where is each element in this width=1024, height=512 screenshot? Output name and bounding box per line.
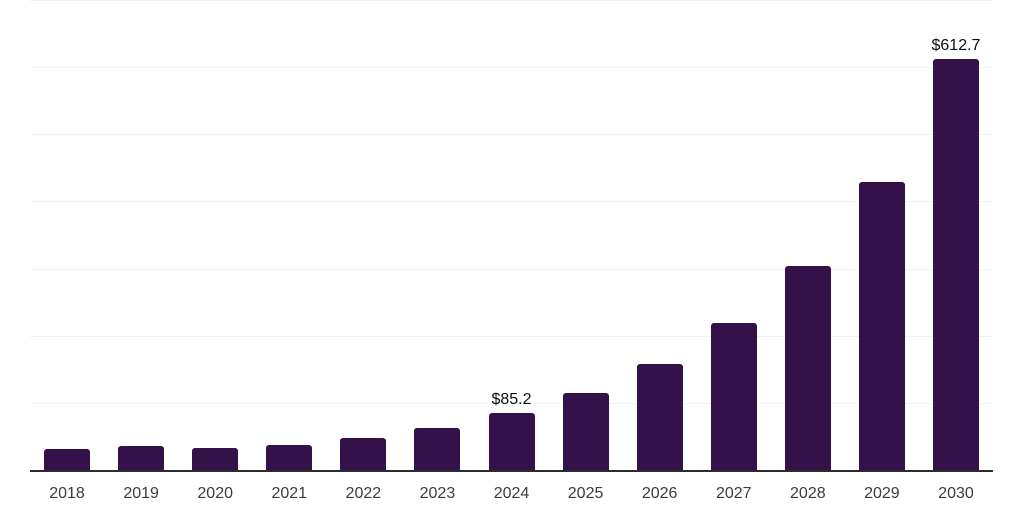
x-tick-2028: 2028 [790,485,826,502]
bar-2022[interactable] [340,438,387,470]
data-label-2030: $612.7 [931,36,981,54]
bar-2028[interactable] [784,265,831,470]
x-tick-2025: 2025 [567,485,604,502]
bar-2025[interactable] [562,392,609,470]
plot-area: $85.2 $612.7 [30,0,993,472]
gridline-600 [30,67,993,69]
x-tick-2022: 2022 [345,485,382,502]
gridline-400 [30,201,993,203]
x-tick-2021: 2021 [271,485,308,502]
gridline-700 [30,0,993,1]
bar-slot-2028 [771,0,845,470]
x-tick-2029: 2029 [864,485,900,502]
gridline-200 [30,335,993,337]
bar-slot-2023 [400,0,474,470]
bar-2026[interactable] [636,363,683,470]
x-axis: 2018 2019 2020 2021 2022 2023 2024 2025 2026 2027… [30,472,993,502]
gridline-300 [30,268,993,270]
bar-2019[interactable] [118,445,165,470]
bar-slot-2030: $612.7 [919,0,993,470]
bar-slot-2029 [845,0,919,470]
bar-2021[interactable] [266,444,313,470]
gridline-500 [30,134,993,136]
bar-slot-2025 [549,0,623,470]
bar-2023[interactable] [414,427,461,470]
bars-row: $85.2 $612.7 [30,0,993,470]
bar-2027[interactable] [710,322,757,470]
bar-2029[interactable] [858,181,905,470]
bar-2020[interactable] [192,447,239,470]
bar-slot-2020 [178,0,252,470]
bar-slot-2018 [30,0,104,470]
bar-2018[interactable] [44,448,91,470]
x-tick-2018: 2018 [49,485,85,502]
bar-slot-2022 [326,0,400,470]
x-tick-2019: 2019 [123,485,159,502]
bar-2030[interactable] [932,58,979,470]
x-tick-2020: 2020 [197,485,233,502]
bar-slot-2026 [623,0,697,470]
bar-slot-2021 [252,0,326,470]
x-tick-2026: 2026 [641,485,678,502]
bar-slot-2024: $85.2 [474,0,548,470]
bar-chart: $85.2 $612.7 2018 2019 2020 2021 2022 2023 2024… [30,0,993,502]
x-tick-2023: 2023 [419,485,456,502]
x-tick-2027: 2027 [715,485,752,502]
gridline-100 [30,402,993,404]
bar-2024[interactable] [488,412,535,470]
x-tick-2024: 2024 [493,485,530,502]
x-tick-2030: 2030 [938,485,974,502]
data-label-2024: $85.2 [491,390,532,408]
bar-slot-2019 [104,0,178,470]
bar-slot-2027 [697,0,771,470]
